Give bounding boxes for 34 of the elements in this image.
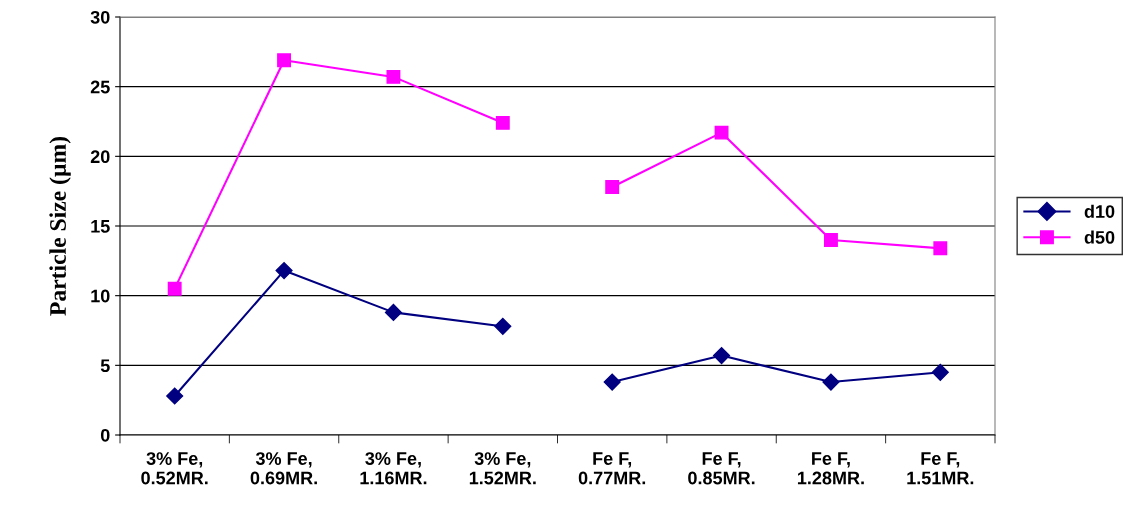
y-tick-label: 5 xyxy=(100,359,110,373)
legend-label: d10 xyxy=(1084,204,1115,218)
point xyxy=(603,373,621,391)
y-tick-label: 20 xyxy=(90,150,110,164)
point xyxy=(166,387,184,405)
x-tick-label: Fe F, 0.77MR. xyxy=(578,452,646,485)
y-tick-label: 10 xyxy=(91,289,110,303)
x-tick-label: Fe F, 1.28MR. xyxy=(797,452,864,485)
x-tick-label: 3% Fe, 0.69MR. xyxy=(250,452,317,485)
point xyxy=(167,281,182,296)
point xyxy=(714,125,729,140)
x-tick-label: Fe F, 0.85MR. xyxy=(688,452,755,485)
x-tick-label: 3% Fe, 0.52MR. xyxy=(141,452,208,485)
y-tick-label: 30 xyxy=(90,10,110,24)
point xyxy=(494,317,512,335)
x-tick-label: 3% Fe, 1.16MR. xyxy=(360,452,427,485)
x-tick-label: Fe F, 1.51MR. xyxy=(907,452,974,485)
point xyxy=(713,347,731,365)
point xyxy=(823,232,838,247)
point xyxy=(605,180,620,194)
x-tick-label: 3% Fe, 1.52MR. xyxy=(469,452,536,485)
y-tick-label: 25 xyxy=(90,80,110,94)
y-tick-label: 15 xyxy=(91,220,110,233)
point xyxy=(495,115,510,130)
point xyxy=(275,262,293,280)
point xyxy=(386,69,401,84)
point xyxy=(822,373,840,391)
y-axis-title: Particle Size (µm) xyxy=(49,136,71,316)
point xyxy=(933,241,948,256)
legend-label: d50 xyxy=(1084,230,1115,244)
y-tick-label: 0 xyxy=(100,428,110,442)
point xyxy=(931,363,949,381)
point xyxy=(384,303,402,321)
point xyxy=(277,53,292,68)
